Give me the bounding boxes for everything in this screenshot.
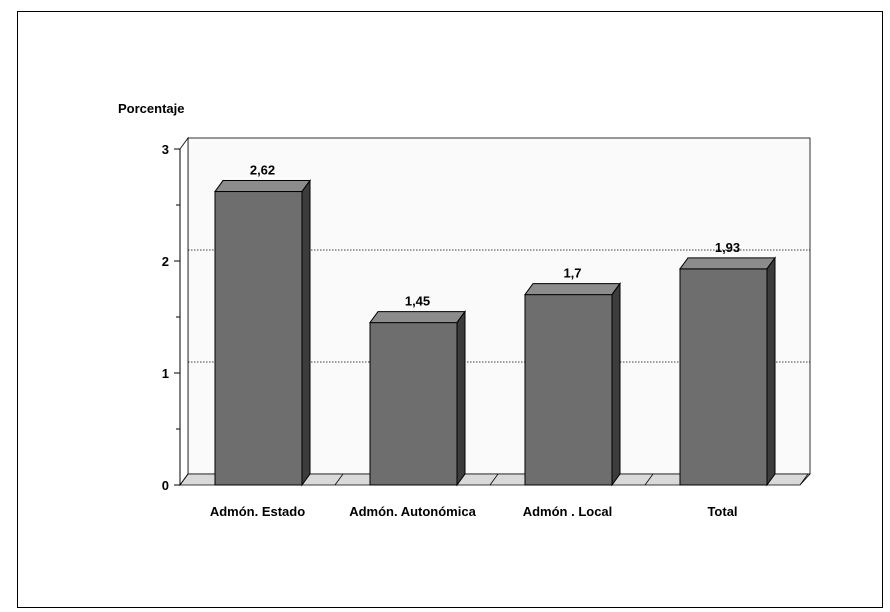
bar-top: [524, 283, 621, 296]
bar: [524, 282, 621, 487]
data-label: 1,7: [563, 266, 581, 281]
x-tick-label: Admón . Local: [523, 504, 613, 519]
bar-front: [679, 268, 768, 486]
bar-front: [369, 322, 458, 486]
floor-divider: [799, 473, 809, 486]
y-tick-label: 3: [162, 142, 169, 157]
bar: [369, 310, 466, 487]
y-tick-label: 0: [162, 478, 169, 493]
bar-side: [611, 282, 621, 487]
bar-front: [524, 294, 613, 486]
bar-side: [766, 256, 776, 487]
data-label: 1,45: [405, 294, 430, 309]
bar-top: [369, 311, 466, 324]
data-label: 1,93: [715, 240, 740, 255]
bar-top: [679, 257, 776, 270]
floor-divider: [179, 473, 189, 486]
bar-side: [301, 179, 311, 487]
bar-top: [214, 180, 311, 193]
bar: [214, 179, 311, 487]
bar-front: [214, 191, 303, 486]
y-axis-label: Porcentaje: [118, 101, 184, 116]
floor-divider: [334, 473, 344, 486]
y-tick-label: 2: [162, 254, 169, 269]
floor-divider: [489, 473, 499, 486]
x-tick-label: Total: [707, 504, 737, 519]
y-tick-label: 1: [162, 366, 169, 381]
x-tick-label: Admón. Estado: [210, 504, 305, 519]
x-tick-label: Admón. Autonómica: [349, 504, 476, 519]
bar: [679, 256, 776, 487]
floor-divider: [644, 473, 654, 486]
bar-side: [456, 310, 466, 487]
data-label: 2,62: [250, 163, 275, 178]
plot-side-wall: [179, 136, 189, 487]
